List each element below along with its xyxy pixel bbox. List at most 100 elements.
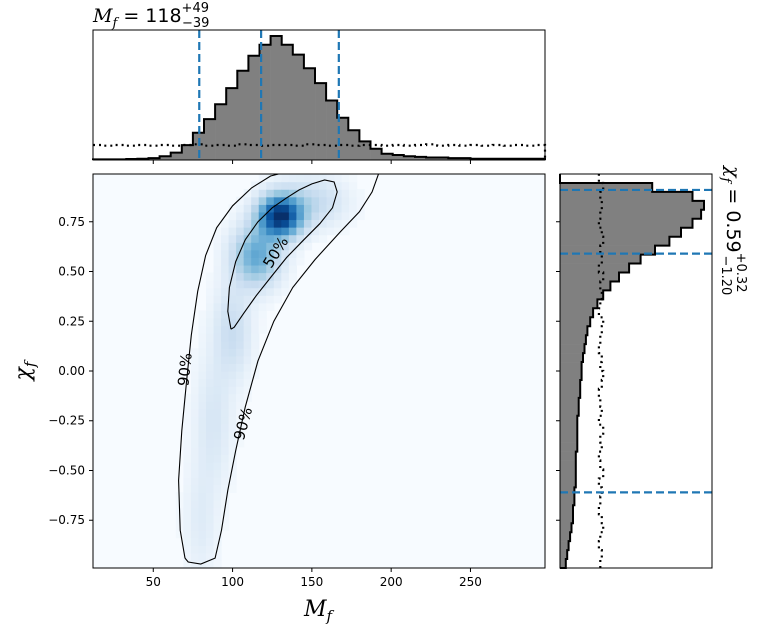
chi-hist-bar: [560, 299, 598, 309]
x-tick-label: 250: [459, 575, 482, 589]
density-cell: [334, 219, 343, 228]
density-cell: [198, 340, 207, 349]
density-cell: [228, 340, 237, 349]
y-tick-label: −0.75: [48, 513, 85, 527]
density-cell: [190, 371, 200, 380]
chi-hist-bar: [560, 460, 576, 470]
density-cell: [258, 317, 267, 327]
density-cell: [183, 492, 192, 501]
density-cell: [183, 522, 192, 531]
density-cell: [281, 280, 290, 289]
density-cell: [303, 242, 313, 251]
credible-contours: [178, 174, 380, 565]
density-cell: [236, 310, 245, 319]
density-cell: [221, 477, 230, 486]
density-cell: [236, 280, 245, 289]
density-cell: [236, 371, 245, 380]
density-cell: [236, 257, 245, 266]
density-cell: [198, 371, 207, 380]
density-cell: [266, 204, 275, 213]
density-cell: [266, 234, 275, 243]
density-cell: [349, 211, 358, 221]
density-cell: [221, 371, 230, 380]
density-cell: [251, 348, 260, 357]
density-cell: [206, 560, 215, 569]
density-cell: [221, 492, 230, 501]
density-cell: [190, 514, 200, 524]
density-cell: [251, 363, 260, 372]
density-cell: [198, 424, 207, 433]
density-cell: [228, 401, 237, 410]
density-cell: [175, 492, 184, 501]
density-cell: [273, 287, 282, 296]
density-cell: [334, 211, 343, 221]
density-cell: [198, 469, 207, 478]
density-cell: [221, 408, 230, 418]
density-cell: [206, 317, 215, 327]
density-cell: [206, 439, 215, 448]
density-cell: [319, 196, 328, 205]
chi-hist-bar: [560, 209, 702, 220]
density-cell: [251, 227, 260, 236]
density-cell: [319, 189, 328, 198]
density-cell: [273, 196, 282, 205]
density-cell: [296, 211, 305, 221]
density-cell: [349, 196, 358, 205]
density-cell: [281, 264, 290, 274]
density-cell: [288, 280, 297, 289]
density-cell: [349, 189, 358, 198]
chi-hist-bar: [560, 344, 585, 354]
chi-hist-bar: [560, 469, 576, 479]
density-cell: [206, 378, 215, 387]
density-cell: [266, 189, 275, 198]
density-cell: [251, 219, 260, 228]
density-cell: [243, 317, 252, 327]
density-cell: [206, 484, 215, 493]
density-cell: [311, 234, 320, 243]
density-cell: [221, 416, 230, 425]
density-cell: [183, 439, 192, 448]
density-cell: [251, 310, 260, 319]
density-cell: [190, 507, 200, 516]
density-cell: [243, 355, 252, 365]
density-cell: [190, 363, 200, 372]
density-cell: [281, 227, 290, 236]
density-cell: [221, 514, 230, 524]
density-cell: [183, 530, 192, 539]
density-cell: [190, 439, 200, 448]
contour-90: [178, 174, 380, 565]
density-cell: [251, 287, 260, 296]
density-cell: [198, 514, 207, 524]
density-cell: [183, 393, 192, 402]
density-cell: [236, 242, 245, 251]
density-cell: [243, 363, 252, 372]
chi-hist-bar: [560, 433, 578, 443]
mf-hist-bar: [437, 157, 449, 160]
mf-hist-bar: [381, 153, 394, 160]
density-cell: [236, 196, 245, 205]
joint-panel: 50% 90% 90% 50 100 150 200 250 −0.75−0.50−0.…: [11, 173, 546, 625]
density-cell: [221, 295, 230, 304]
density-cell: [356, 211, 365, 221]
density-cell: [228, 295, 237, 304]
density-cell: [198, 378, 207, 387]
density-cell: [281, 242, 290, 251]
density-cell: [319, 227, 328, 236]
density-cell: [206, 401, 215, 410]
density-cell: [251, 257, 260, 266]
density-cell: [243, 219, 252, 228]
density-cell: [213, 499, 222, 508]
density-cell: [296, 234, 305, 243]
density-cell: [190, 499, 200, 508]
density-cell: [213, 234, 222, 243]
density-cell: [206, 371, 215, 380]
y-tick-label: 0.25: [58, 314, 85, 328]
density-cell: [206, 386, 215, 395]
density-cell: [334, 196, 343, 205]
chi-hist-bar: [560, 200, 704, 211]
density-cell: [236, 211, 245, 221]
density-cell: [213, 416, 222, 425]
density-cell: [228, 234, 237, 243]
density-cell: [258, 310, 267, 319]
